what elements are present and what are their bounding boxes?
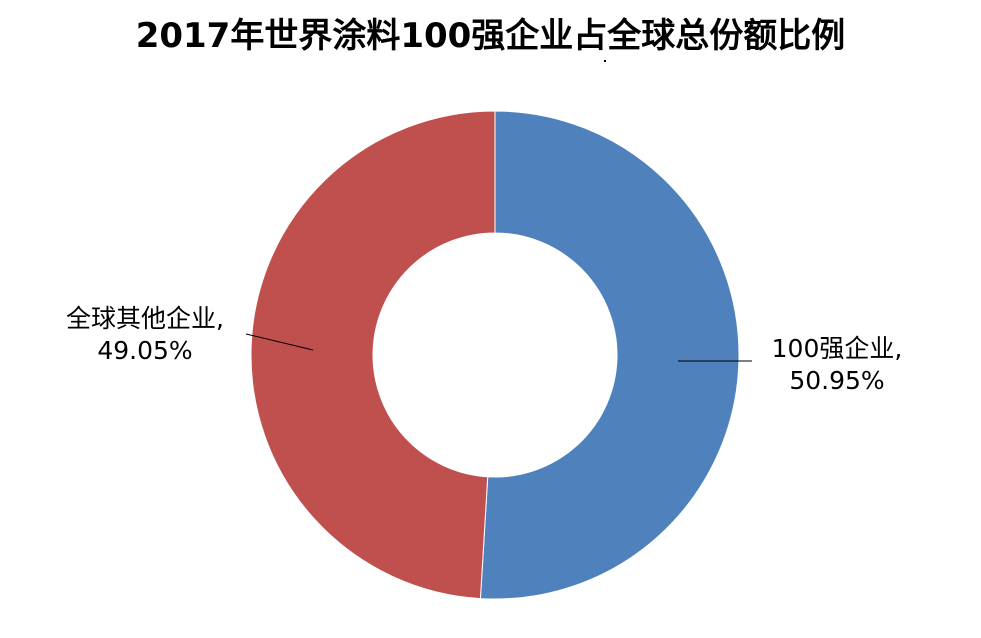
slice-label-top100-name: 100强企业,: [771, 334, 903, 363]
slice-label-other: 全球其他企业, 49.05%: [40, 303, 250, 367]
slice-label-other-name: 全球其他企业,: [66, 304, 224, 333]
chart-title: 2017年世界涂料100强企业占全球总份额比例: [135, 16, 846, 56]
slice-label-top100-value: 50.95%: [789, 366, 885, 395]
leader-line-other: [245, 333, 314, 351]
decorative-dot: [604, 60, 606, 62]
donut-slice-other: [250, 110, 496, 600]
donut-slice-top100: [479, 110, 740, 600]
slice-label-other-value: 49.05%: [97, 336, 193, 365]
slice-label-top100: 100强企业, 50.95%: [752, 333, 922, 397]
